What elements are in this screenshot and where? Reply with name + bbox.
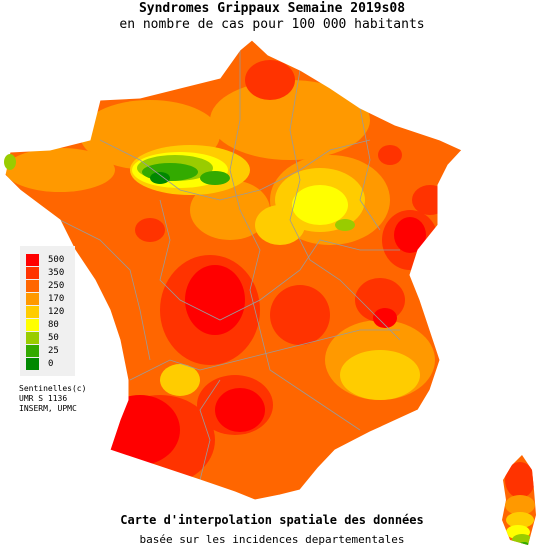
legend-swatch [26, 293, 39, 305]
legend-swatch [26, 319, 39, 331]
legend-item: 50 [26, 332, 59, 344]
credit-line: UMR S 1136 [19, 394, 68, 403]
legend-item: 250 [26, 280, 64, 292]
legend-label: 50 [48, 333, 59, 343]
legend-item: 170 [26, 293, 64, 305]
legend-label: 500 [48, 255, 65, 265]
map-subcaption: basée sur les incidences departementales [139, 533, 405, 546]
legend-label: 25 [48, 346, 59, 356]
mainland-outline [4, 39, 463, 501]
credits: Sentinelles(c) UMR S 1136 INSERM, UPMC [19, 384, 86, 414]
legend-label: 120 [48, 307, 65, 317]
legend-item: 0 [26, 358, 53, 370]
legend-swatch [26, 332, 39, 344]
credit-line: INSERM, UPMC [19, 404, 77, 413]
brittany-tip-marker [4, 154, 16, 170]
legend-swatch [26, 306, 39, 318]
legend-item: 80 [26, 319, 59, 331]
legend-swatch [26, 345, 39, 357]
legend-label: 170 [48, 294, 65, 304]
legend-item: 500 [26, 254, 64, 266]
legend-item: 350 [26, 267, 64, 279]
credit-line: Sentinelles(c) [19, 384, 87, 393]
legend-swatch [26, 267, 39, 279]
legend: 500 350 250 170 120 80 50 25 0 [20, 246, 75, 376]
legend-item: 120 [26, 306, 64, 318]
map-title: Syndromes Grippaux Semaine 2019s08 [138, 1, 406, 16]
legend-label: 0 [48, 359, 54, 369]
legend-swatch [26, 280, 39, 292]
map-caption: Carte d'interpolation spatiale des donné… [120, 513, 424, 527]
legend-label: 80 [48, 320, 59, 330]
map-subtitle: en nombre de cas pour 100 000 habitants [119, 17, 425, 32]
corsica-heatmap [502, 455, 536, 545]
legend-swatch [26, 254, 39, 266]
legend-label: 350 [48, 268, 65, 278]
legend-swatch [26, 358, 39, 370]
legend-label: 250 [48, 281, 65, 291]
legend-item: 25 [26, 345, 59, 357]
